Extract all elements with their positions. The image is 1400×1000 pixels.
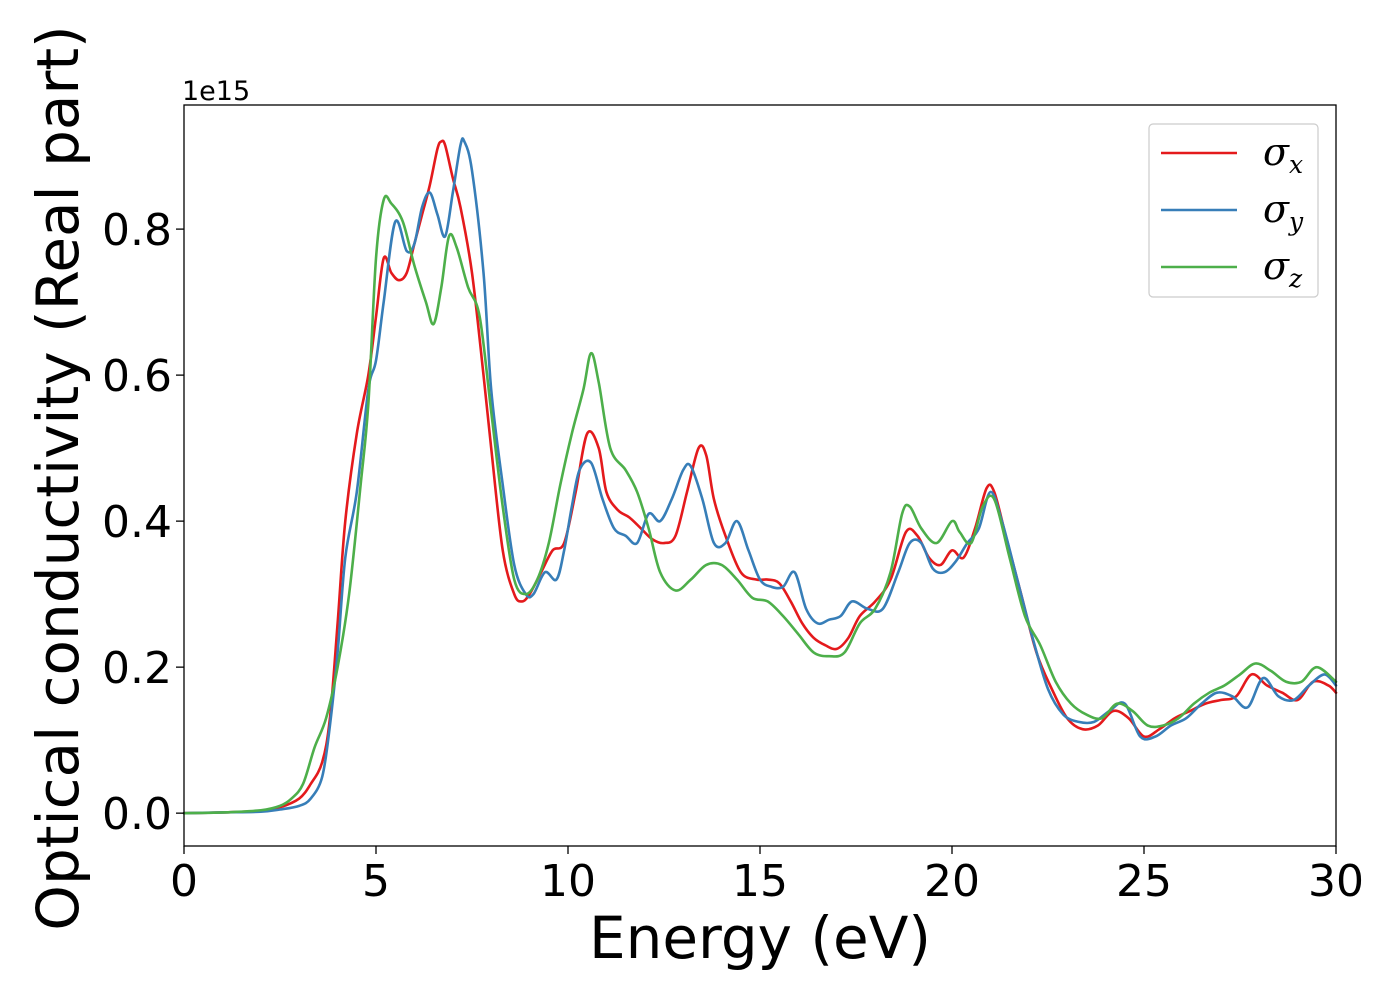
y-tick-label: 0.0 [102,789,172,840]
x-tick-label: 15 [732,856,788,907]
legend-entry-x: σx [1263,130,1303,179]
x-tick-label: 0 [170,856,198,907]
series-line-y [182,137,1338,815]
series-layer [182,137,1338,815]
legend: σx σy σz [1148,123,1319,298]
x-tick-label: 5 [362,856,390,907]
x-tick-label: 10 [540,856,596,907]
legend-entry-y: σy [1263,187,1304,236]
series-line-x [182,139,1338,815]
y-axis-offset-label: 1e15 [182,76,250,107]
legend-entry-z: σz [1263,244,1303,293]
y-axis: 0.0 0.2 0.4 0.6 0.8 [102,205,184,840]
y-axis-label: Optical conductivity (Real part) [24,25,92,930]
x-tick-label: 20 [924,856,980,907]
y-tick-label: 0.6 [102,351,172,402]
y-tick-label: 0.8 [102,205,172,256]
x-axis: 0 5 10 15 20 25 30 [170,846,1364,907]
x-axis-label: Energy (eV) [589,904,931,972]
y-tick-label: 0.4 [102,497,172,548]
x-tick-label: 30 [1308,856,1364,907]
x-tick-label: 25 [1116,856,1172,907]
series-line-z [182,194,1338,815]
y-tick-label: 0.2 [102,643,172,694]
